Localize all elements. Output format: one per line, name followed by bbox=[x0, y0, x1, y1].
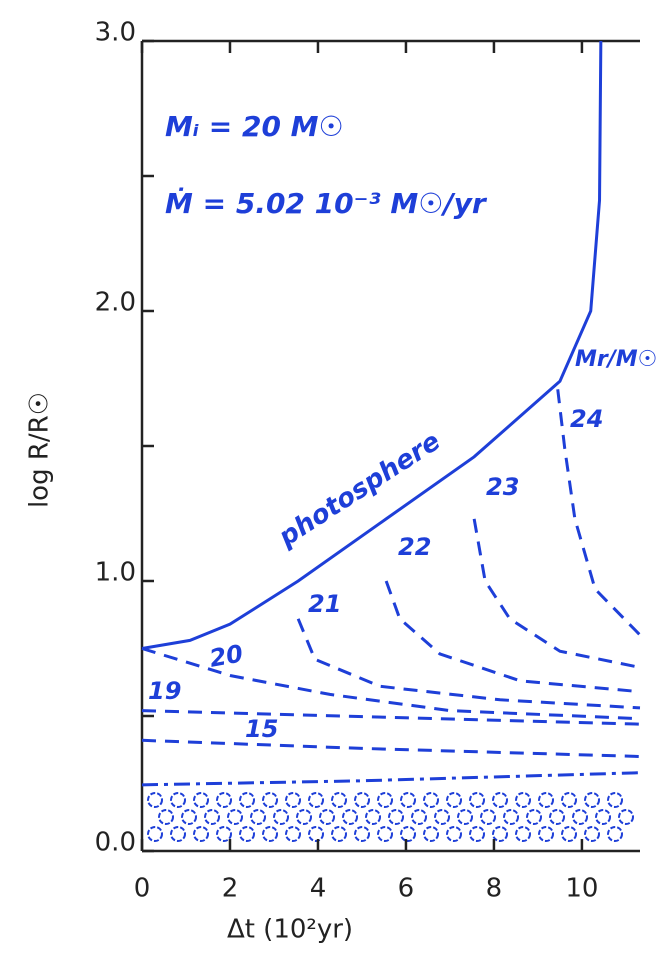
convective-pattern bbox=[354, 826, 370, 842]
y-tick-label: 1.0 bbox=[95, 558, 136, 588]
x-tick-label: 8 bbox=[486, 874, 503, 904]
convective-pattern bbox=[308, 792, 324, 808]
convective-pattern bbox=[446, 826, 462, 842]
series-line bbox=[141, 709, 641, 726]
convective-pattern bbox=[561, 826, 577, 842]
convective-pattern bbox=[365, 809, 381, 825]
convective-pattern bbox=[538, 826, 554, 842]
convective-pattern bbox=[308, 826, 324, 842]
convective-pattern bbox=[285, 792, 301, 808]
convective-pattern bbox=[262, 792, 278, 808]
convective-pattern bbox=[377, 826, 393, 842]
convective-pattern bbox=[331, 792, 347, 808]
convective-pattern bbox=[607, 792, 623, 808]
annotation: Ṁ = 5.02 10⁻³ M☉/yr bbox=[165, 186, 488, 220]
series-line bbox=[141, 647, 641, 721]
convective-pattern bbox=[250, 809, 266, 825]
series-label: 19 bbox=[148, 677, 181, 705]
y-tick-label: 2.0 bbox=[95, 288, 136, 318]
convective-pattern bbox=[239, 826, 255, 842]
convective-pattern bbox=[296, 809, 312, 825]
series-label: 15 bbox=[245, 715, 278, 743]
convective-pattern bbox=[181, 809, 197, 825]
convective-pattern bbox=[411, 809, 427, 825]
convective-pattern bbox=[572, 809, 588, 825]
convective-pattern bbox=[469, 826, 485, 842]
convective-pattern bbox=[515, 792, 531, 808]
annotation: Mᵢ = 20 M☉ bbox=[165, 110, 344, 143]
convective-pattern bbox=[193, 826, 209, 842]
convective-pattern bbox=[492, 826, 508, 842]
convective-pattern bbox=[480, 809, 496, 825]
convective-pattern bbox=[319, 809, 335, 825]
convective-pattern bbox=[400, 826, 416, 842]
convective-pattern bbox=[158, 809, 174, 825]
convective-pattern bbox=[492, 792, 508, 808]
convective-pattern bbox=[388, 809, 404, 825]
series-line bbox=[472, 518, 641, 669]
convective-pattern bbox=[538, 792, 554, 808]
series-line bbox=[384, 580, 641, 694]
y-axis-label: log R/R☉ bbox=[25, 392, 55, 508]
convective-pattern bbox=[595, 809, 611, 825]
convective-pattern bbox=[607, 826, 623, 842]
x-tick-label: 2 bbox=[222, 874, 239, 904]
convective-pattern bbox=[469, 792, 485, 808]
convective-pattern bbox=[331, 826, 347, 842]
series-line bbox=[141, 771, 641, 787]
x-tick-label: 10 bbox=[565, 874, 598, 904]
convective-pattern bbox=[549, 809, 565, 825]
convective-pattern bbox=[216, 826, 232, 842]
convective-pattern bbox=[423, 792, 439, 808]
series-label: 21 bbox=[308, 590, 341, 618]
convective-pattern bbox=[170, 792, 186, 808]
convective-pattern bbox=[227, 809, 243, 825]
y-tick-label: 0.0 bbox=[95, 828, 136, 858]
convective-pattern bbox=[503, 809, 519, 825]
series-label: 23 bbox=[486, 473, 519, 501]
convective-pattern bbox=[239, 792, 255, 808]
convective-pattern bbox=[285, 826, 301, 842]
convective-pattern bbox=[342, 809, 358, 825]
convective-pattern bbox=[584, 826, 600, 842]
convective-pattern bbox=[216, 792, 232, 808]
convective-pattern bbox=[446, 792, 462, 808]
series-label: 20 bbox=[207, 639, 245, 672]
y-tick-label: 3.0 bbox=[95, 18, 136, 48]
series-line bbox=[141, 738, 641, 758]
series-line bbox=[296, 618, 641, 710]
x-tick-label: 6 bbox=[398, 874, 415, 904]
convective-pattern bbox=[147, 826, 163, 842]
convective-pattern bbox=[262, 826, 278, 842]
convective-pattern bbox=[561, 792, 577, 808]
convective-pattern bbox=[400, 792, 416, 808]
convective-pattern bbox=[193, 792, 209, 808]
x-tick-label: 0 bbox=[134, 874, 151, 904]
series-label: 24 bbox=[570, 405, 603, 433]
convective-pattern bbox=[147, 792, 163, 808]
x-axis-label: Δt (10²yr) bbox=[227, 915, 353, 945]
convective-pattern bbox=[515, 826, 531, 842]
convective-pattern bbox=[273, 809, 289, 825]
convective-pattern bbox=[170, 826, 186, 842]
convective-pattern bbox=[618, 809, 634, 825]
convective-pattern bbox=[526, 809, 542, 825]
convective-pattern bbox=[434, 809, 450, 825]
annotation: Mr/M☉ = bbox=[575, 347, 663, 372]
convective-pattern bbox=[423, 826, 439, 842]
convective-pattern bbox=[457, 809, 473, 825]
convective-pattern bbox=[584, 792, 600, 808]
series-line bbox=[141, 40, 603, 650]
convective-pattern bbox=[354, 792, 370, 808]
x-tick-label: 4 bbox=[310, 874, 327, 904]
convective-pattern bbox=[377, 792, 393, 808]
convective-pattern bbox=[204, 809, 220, 825]
series-label: 22 bbox=[398, 533, 431, 561]
